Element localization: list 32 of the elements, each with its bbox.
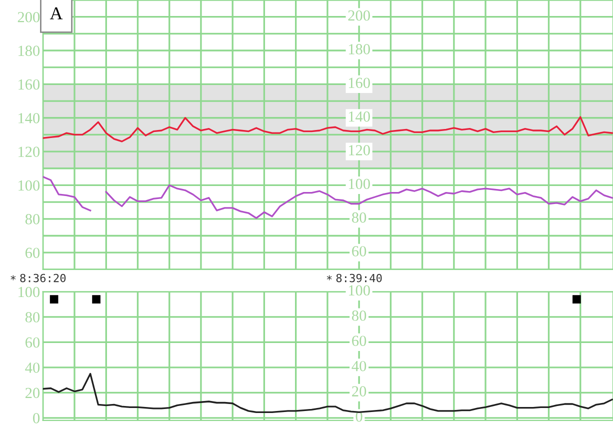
y-tick-label: 120 [18,146,40,157]
y2-tick-label: 140 [348,111,370,122]
x-tick-label: 8:36:20 [20,274,66,282]
y2-tick-label: 160 [348,78,370,88]
y-tick-label: 160 [18,79,40,90]
y-tick-label: 20 [26,388,40,398]
y2-tick-label: 200 [348,10,370,21]
y2-tick-label: 20 [352,386,366,396]
y2-tick-label: 80 [352,212,366,223]
text: * [10,275,16,280]
y-tick-label: 40 [25,362,40,373]
x-tick-label: 8:39:40 [336,274,382,282]
y-tick-label: 0 [33,413,40,424]
y2-tick-label: 80 [352,310,366,321]
y-tick-label: 140 [18,113,40,124]
y2-tick-label: 180 [348,44,370,54]
y-tick-label: 100 [18,286,40,298]
text: * [326,275,332,280]
y2-tick-label: 100 [348,285,370,296]
y2-tick-label: 60 [352,336,366,346]
y-tick-label: 200 [18,12,40,22]
y-tick-label: 80 [25,312,40,322]
y-tick-label: 80 [25,214,40,224]
annotation: A [50,7,63,20]
y-tick-label: 100 [18,180,40,191]
y2-tick-label: 100 [348,178,370,190]
y2-tick-label: 40 [352,360,366,372]
y-tick-label: 180 [18,46,40,56]
y-tick-label: 60 [26,248,40,258]
y2-tick-label: 120 [348,145,370,156]
y2-tick-label: 60 [352,246,366,256]
y-tick-label: 60 [26,337,40,348]
